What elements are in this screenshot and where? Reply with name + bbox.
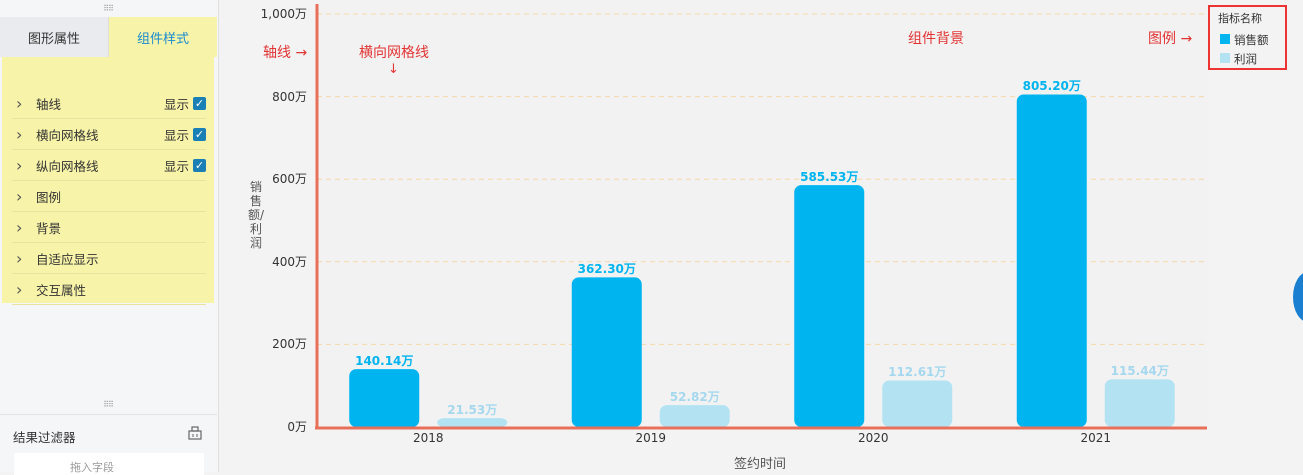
floating-assistant-button[interactable] xyxy=(1293,272,1303,322)
annotation-hgrid: 横向网格线 xyxy=(359,45,429,61)
settings-row[interactable]: › 自适应显示 xyxy=(12,243,206,274)
annotation-legend: 图例 → xyxy=(1148,31,1193,47)
chevron-right-icon: › xyxy=(16,186,23,206)
chevron-right-icon: › xyxy=(16,155,23,175)
bar-value-label: 805.20万 xyxy=(1022,79,1081,94)
bar-sales xyxy=(349,369,420,427)
result-filter-section: 结果过滤器 拖入字段 xyxy=(0,414,217,475)
show-checkbox[interactable]: ✓ xyxy=(193,127,206,141)
filter-drop-hint: 拖入字段 xyxy=(70,461,114,474)
bar-value-label: 21.53万 xyxy=(447,403,498,418)
filter-drop-zone[interactable] xyxy=(14,453,204,475)
bar-profit xyxy=(659,405,730,427)
result-filter-title: 结果过滤器 xyxy=(13,430,76,445)
tab-graph-properties[interactable]: 图形属性 xyxy=(0,17,109,57)
y-tick-label: 1,000万 xyxy=(260,7,307,21)
x-tick-label: 2019 xyxy=(635,431,667,445)
bar-value-label: 140.14万 xyxy=(355,354,414,369)
bar-profit xyxy=(882,380,953,427)
bar-sales xyxy=(1016,94,1087,428)
settings-row-label: 图例 xyxy=(36,189,62,205)
settings-row-label: 自适应显示 xyxy=(36,251,99,267)
legend-title: 指标名称 xyxy=(1218,12,1262,25)
show-label: 显示 xyxy=(163,127,189,143)
show-checkbox[interactable]: ✓ xyxy=(193,158,206,172)
x-tick-label: 2020 xyxy=(857,431,889,445)
filter-settings-icon[interactable] xyxy=(187,425,203,441)
chart-legend: 指标名称 销售额 利润 xyxy=(1208,5,1287,70)
style-settings-list: › 轴线 显示 ✓ › 横向网格线 显示 ✓ › 纵向网格线 显示 ✓ › 图例 › 背景 › 自适应显示 › 交互属… xyxy=(2,57,214,305)
bar-profit xyxy=(1104,379,1175,427)
y-tick-label: 400万 xyxy=(272,254,307,269)
bar-value-label: 115.44万 xyxy=(1110,364,1169,379)
settings-row[interactable]: › 纵向网格线 显示 ✓ xyxy=(12,150,206,181)
chevron-right-icon: › xyxy=(16,248,23,268)
x-tick-label: 2021 xyxy=(1080,431,1112,445)
chevron-right-icon: › xyxy=(16,217,23,237)
legend-swatch-sales xyxy=(1220,34,1230,44)
show-label: 显示 xyxy=(163,158,189,174)
show-checkbox[interactable]: ✓ xyxy=(193,96,206,110)
legend-label-sales[interactable]: 销售额 xyxy=(1234,33,1269,47)
settings-row[interactable]: › 图例 xyxy=(12,181,206,212)
settings-row-label: 背景 xyxy=(36,220,62,236)
annotation-background: 组件背景 xyxy=(908,31,964,47)
bar-value-label: 362.30万 xyxy=(577,262,636,277)
bar-sales xyxy=(571,277,642,427)
y-tick-label: 800万 xyxy=(272,89,307,104)
top-resize-grip[interactable]: ⠿⠿ xyxy=(103,4,114,13)
middle-resize-grip[interactable]: ⠿⠿ xyxy=(103,400,114,409)
show-label: 显示 xyxy=(163,96,189,112)
settings-row-label: 纵向网格线 xyxy=(36,158,99,174)
y-axis-title: 销售额/利润 xyxy=(248,180,265,250)
settings-row[interactable]: › 横向网格线 显示 ✓ xyxy=(12,119,206,150)
annotation-hgrid-arrow: ↓ xyxy=(388,62,399,77)
y-tick-label: 200万 xyxy=(272,337,307,352)
tab-component-style[interactable]: 组件样式 xyxy=(109,17,217,57)
chevron-right-icon: › xyxy=(16,93,23,113)
settings-row-label: 交互属性 xyxy=(36,282,87,298)
chevron-right-icon: › xyxy=(16,279,23,299)
panel-tabs: 图形属性 组件样式 xyxy=(0,17,217,57)
bar-value-label: 585.53万 xyxy=(800,170,859,185)
bar-value-label: 112.61万 xyxy=(888,365,947,380)
settings-row-label: 横向网格线 xyxy=(36,127,99,143)
chevron-right-icon: › xyxy=(16,124,23,144)
settings-row[interactable]: › 轴线 显示 ✓ xyxy=(12,88,206,119)
annotation-axis: 轴线 → xyxy=(263,45,308,61)
y-tick-label: 600万 xyxy=(272,172,307,187)
settings-row[interactable]: › 背景 xyxy=(12,212,206,243)
y-tick-label: 0万 xyxy=(287,420,307,434)
settings-row-label: 轴线 xyxy=(36,96,62,112)
bar-profit xyxy=(437,418,508,427)
settings-row[interactable]: › 交互属性 xyxy=(12,274,206,305)
x-axis-title: 签约时间 xyxy=(733,457,786,472)
bar-value-label: 52.82万 xyxy=(669,390,720,405)
x-tick-label: 2018 xyxy=(412,431,444,445)
left-panel: ⠿⠿ 图形属性 组件样式 › 轴线 显示 ✓ › 横向网格线 显示 ✓ › 纵向网格线 显示 ✓ › 图例… xyxy=(0,0,219,475)
legend-label-profit[interactable]: 利润 xyxy=(1234,52,1257,66)
bar-sales xyxy=(794,185,865,427)
legend-swatch-profit xyxy=(1220,53,1230,63)
